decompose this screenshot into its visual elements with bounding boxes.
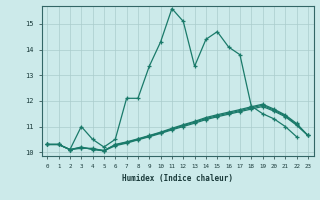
X-axis label: Humidex (Indice chaleur): Humidex (Indice chaleur) [122,174,233,183]
